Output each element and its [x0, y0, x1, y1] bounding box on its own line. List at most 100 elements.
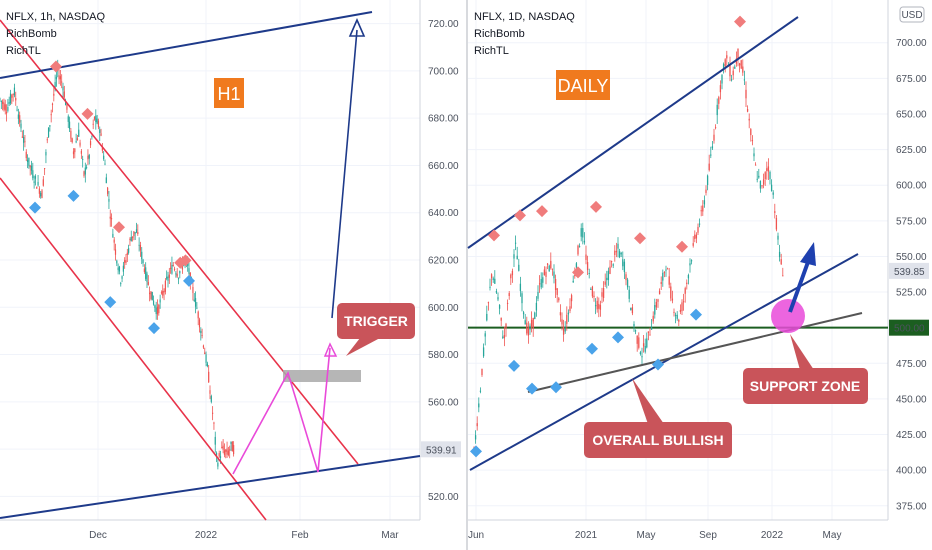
candle[interactable]	[230, 441, 232, 451]
candle[interactable]	[778, 244, 781, 262]
high-signal-diamond[interactable]	[488, 229, 500, 242]
candle[interactable]	[591, 285, 594, 299]
candle[interactable]	[113, 237, 115, 251]
candle[interactable]	[518, 258, 520, 272]
candle[interactable]	[534, 311, 536, 320]
candle[interactable]	[30, 160, 33, 175]
candle[interactable]	[205, 351, 207, 367]
candle[interactable]	[767, 158, 770, 181]
candle[interactable]	[206, 361, 208, 368]
candle[interactable]	[128, 244, 130, 255]
high-signal-diamond[interactable]	[572, 266, 584, 279]
candle[interactable]	[166, 270, 168, 281]
candle[interactable]	[84, 162, 86, 183]
candle[interactable]	[58, 67, 60, 85]
candle[interactable]	[8, 96, 10, 107]
candle[interactable]	[657, 298, 659, 308]
candle[interactable]	[118, 265, 121, 275]
candle[interactable]	[217, 457, 219, 470]
candle[interactable]	[139, 241, 142, 257]
candle[interactable]	[588, 268, 590, 279]
candle[interactable]	[141, 247, 143, 265]
candle[interactable]	[500, 317, 502, 327]
candle[interactable]	[662, 269, 664, 287]
candle[interactable]	[0, 97, 1, 102]
candle[interactable]	[108, 190, 110, 209]
candle[interactable]	[702, 200, 704, 216]
low-signal-diamond[interactable]	[183, 274, 195, 287]
high-signal-diamond[interactable]	[536, 205, 548, 218]
candle[interactable]	[694, 230, 696, 243]
candle[interactable]	[503, 326, 506, 347]
candle[interactable]	[660, 276, 662, 291]
candle[interactable]	[708, 154, 710, 172]
candle[interactable]	[665, 265, 667, 277]
candle[interactable]	[599, 300, 602, 317]
candle[interactable]	[602, 281, 605, 302]
candle[interactable]	[76, 134, 79, 141]
candle[interactable]	[498, 304, 501, 315]
candle[interactable]	[641, 347, 643, 366]
candle[interactable]	[210, 394, 212, 404]
candle[interactable]	[681, 299, 683, 315]
overall-trendline[interactable]	[527, 312, 863, 393]
candle[interactable]	[572, 275, 574, 283]
h1-upper-trendline[interactable]	[0, 11, 373, 79]
candle[interactable]	[171, 256, 173, 275]
candle[interactable]	[104, 159, 106, 166]
candle[interactable]	[556, 288, 558, 303]
candle[interactable]	[585, 245, 587, 265]
candle[interactable]	[146, 271, 148, 288]
candle[interactable]	[668, 267, 670, 289]
candle[interactable]	[745, 81, 747, 108]
candle[interactable]	[695, 232, 698, 244]
candle[interactable]	[42, 176, 44, 187]
overall-bullish-callout[interactable]: OVERALL BULLISH	[584, 378, 732, 458]
candle[interactable]	[551, 268, 554, 276]
candle[interactable]	[697, 223, 699, 235]
candle[interactable]	[775, 214, 778, 232]
candle[interactable]	[223, 443, 226, 458]
candle[interactable]	[719, 80, 722, 100]
candle[interactable]	[93, 116, 96, 121]
candle[interactable]	[604, 273, 606, 287]
candle[interactable]	[540, 272, 542, 290]
candle[interactable]	[490, 273, 493, 286]
candle[interactable]	[514, 235, 517, 251]
high-signal-diamond[interactable]	[734, 15, 746, 28]
candle[interactable]	[537, 285, 539, 302]
bullish-arrow-shaft[interactable]	[788, 261, 810, 313]
candle[interactable]	[746, 105, 749, 113]
candle[interactable]	[70, 127, 72, 142]
low-signal-diamond[interactable]	[104, 296, 117, 309]
daily-chart-panel[interactable]: 375.00 400.00 425.00 450.00 475.00 525.00 550.…	[467, 0, 929, 541]
candle[interactable]	[594, 298, 597, 315]
candle[interactable]	[700, 205, 702, 217]
candle[interactable]	[570, 293, 573, 309]
candle[interactable]	[676, 311, 678, 321]
candle[interactable]	[737, 48, 739, 67]
candle[interactable]	[494, 270, 496, 284]
candle[interactable]	[492, 276, 494, 283]
candle[interactable]	[580, 223, 582, 242]
candle[interactable]	[756, 171, 758, 183]
candle[interactable]	[698, 218, 701, 228]
candle[interactable]	[716, 98, 718, 124]
candle[interactable]	[82, 155, 84, 168]
candle[interactable]	[99, 126, 101, 142]
candle[interactable]	[639, 350, 642, 356]
candle[interactable]	[9, 89, 12, 106]
candle[interactable]	[631, 303, 634, 316]
candle[interactable]	[772, 190, 774, 199]
candle[interactable]	[625, 271, 627, 286]
candle[interactable]	[154, 304, 156, 312]
candle[interactable]	[209, 385, 211, 400]
candle[interactable]	[714, 124, 717, 130]
candle[interactable]	[609, 260, 611, 275]
candle[interactable]	[109, 209, 111, 227]
candle[interactable]	[67, 114, 69, 129]
candle[interactable]	[156, 299, 159, 320]
candle[interactable]	[713, 128, 715, 144]
candle[interactable]	[649, 327, 651, 336]
candle[interactable]	[133, 231, 135, 241]
